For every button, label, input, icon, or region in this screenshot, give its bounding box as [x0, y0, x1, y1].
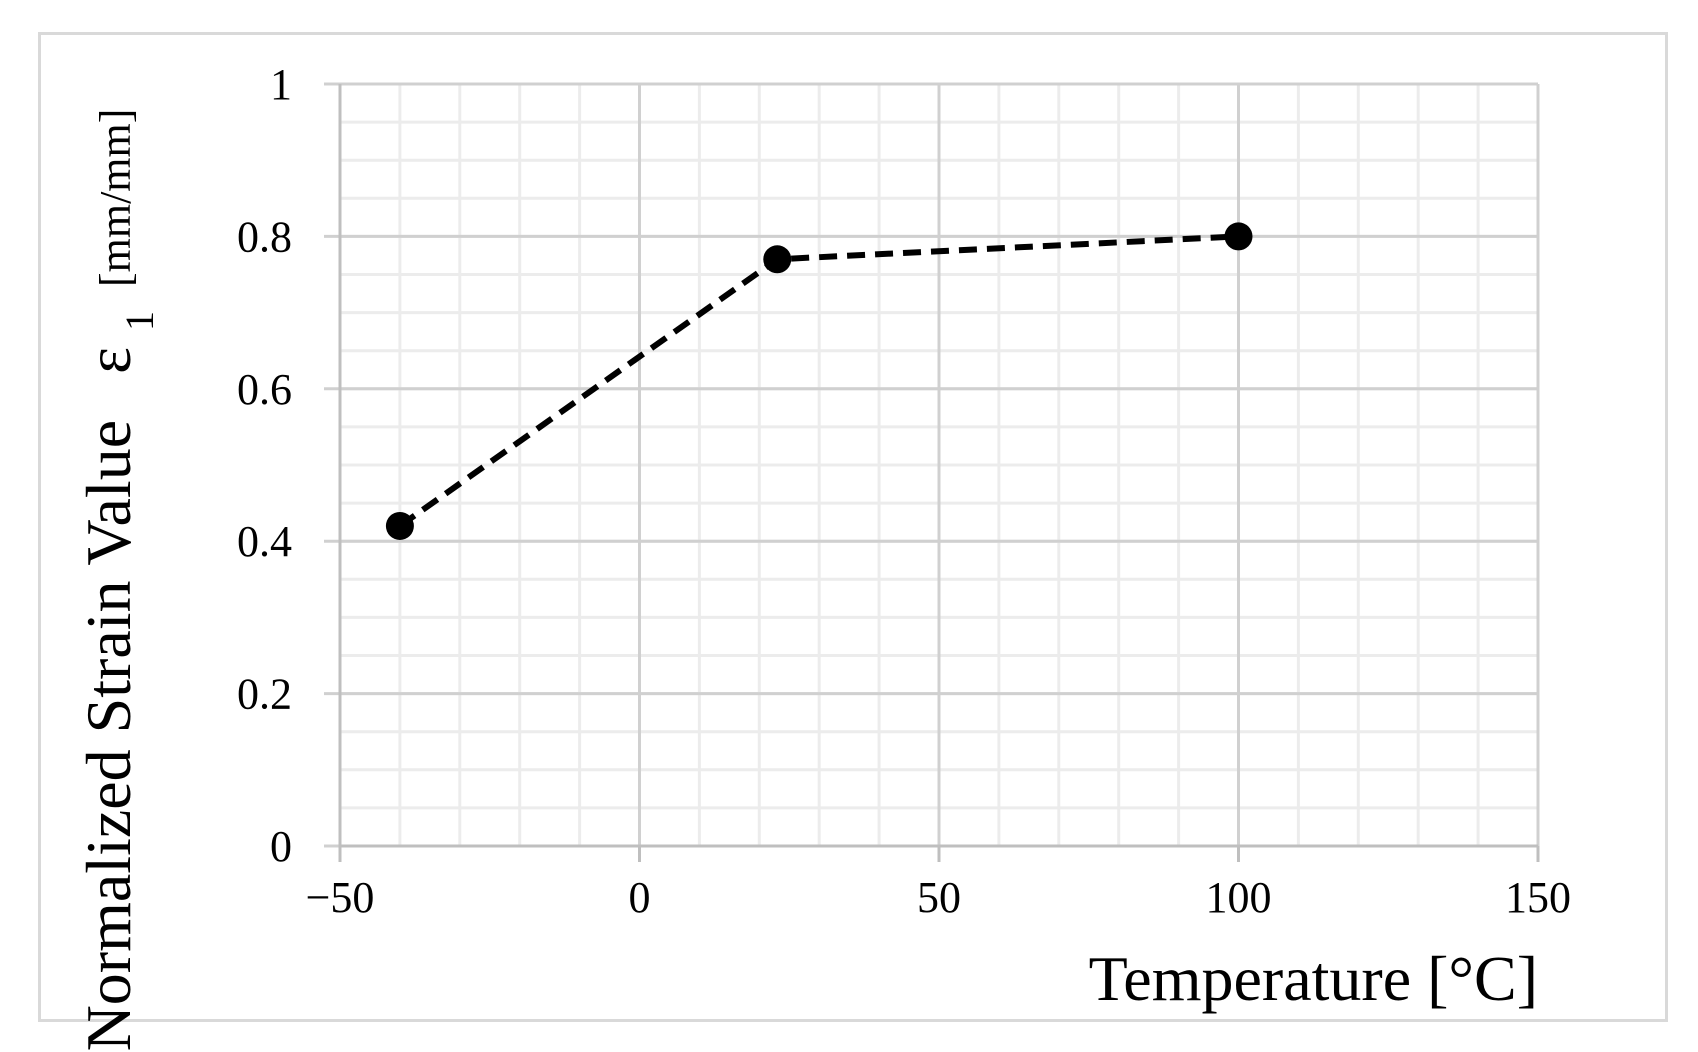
x-tick-label: 100 [1206, 873, 1272, 922]
x-tick-label: −50 [306, 873, 375, 922]
y-tick-labels: 0 0.2 0.4 0.6 0.8 1 [237, 60, 292, 871]
y-tick-label: 0.4 [237, 517, 292, 566]
x-tick-labels: −50 0 50 100 150 [306, 873, 1571, 922]
y-axis-title: Normalized Strain Value ε 1 [mm/mm] [73, 109, 162, 1052]
y-axis-title-main: Normalized Strain Value [73, 420, 144, 1052]
y-tick-label: 1 [270, 60, 292, 109]
y-axis-title-subscript: 1 [117, 311, 162, 331]
x-tick-label: 0 [629, 873, 651, 922]
axes [338, 84, 1540, 862]
x-tick-label: 150 [1505, 873, 1571, 922]
data-point [763, 245, 792, 274]
data-point [385, 511, 414, 540]
y-axis-title-unit: [mm/mm] [91, 109, 140, 287]
data-point [1224, 222, 1253, 251]
y-tick-label: 0 [270, 822, 292, 871]
y-tick-label: 0.2 [237, 670, 292, 719]
x-axis-title: Temperature [°C] [1089, 943, 1538, 1014]
y-axis-title-symbol: ε [73, 347, 144, 374]
y-tick-label: 0.8 [237, 212, 292, 261]
x-tick-label: 50 [917, 873, 961, 922]
series-layer [385, 222, 1253, 540]
y-tick-label: 0.6 [237, 365, 292, 414]
